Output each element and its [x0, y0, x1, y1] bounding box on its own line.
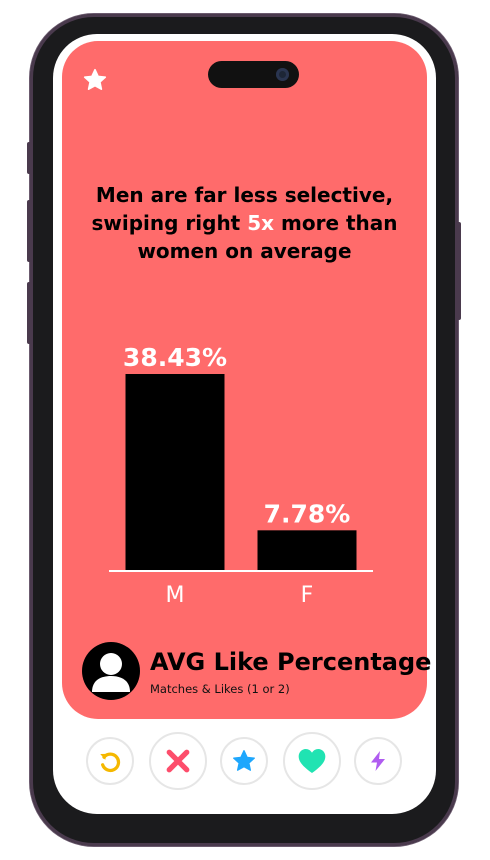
- headline-line-1: Men are far less selective,: [95, 183, 394, 207]
- phone-power-button: [456, 222, 461, 320]
- headline-line-2-pre: swiping right: [91, 211, 248, 235]
- bar-M[interactable]: [125, 374, 225, 570]
- category-label-F: F: [301, 583, 314, 608]
- headline-line-2-post: more than: [274, 211, 398, 235]
- dynamic-island: [208, 61, 299, 88]
- data-label-M: 38.43%: [123, 343, 227, 372]
- headline-highlight: 5x: [247, 211, 275, 235]
- rewind-icon: [100, 752, 121, 772]
- like-button[interactable]: [283, 732, 341, 790]
- phone-volume-down-button: [27, 282, 32, 344]
- phone-volume-up-button: [27, 200, 32, 262]
- phone-screen: Men are far less selective, swiping righ…: [53, 34, 436, 814]
- like-percentage-bar-chart: 38.43% M 7.78% F: [109, 343, 373, 608]
- phone-action-button: [27, 142, 32, 174]
- nope-x-icon: [166, 749, 190, 773]
- action-bar: [53, 731, 436, 791]
- bar-F[interactable]: [257, 530, 357, 570]
- boost-button[interactable]: [354, 737, 402, 785]
- rewind-button[interactable]: [86, 737, 134, 785]
- insight-headline: Men are far less selective, swiping righ…: [82, 181, 407, 265]
- super-like-button[interactable]: [220, 737, 268, 785]
- headline-line-2: swiping right 5x more than: [82, 209, 407, 237]
- super-like-star-icon: [233, 750, 255, 771]
- user-silhouette-icon: [92, 653, 130, 692]
- metric-title: AVG Like Percentage: [150, 648, 432, 676]
- avatar[interactable]: [82, 642, 140, 700]
- boost-bolt-icon: [371, 751, 385, 771]
- metric-subtitle: Matches & Likes (1 or 2): [150, 682, 290, 696]
- like-heart-icon: [298, 749, 326, 773]
- headline-line-3: women on average: [137, 239, 352, 263]
- category-label-M: M: [166, 583, 185, 608]
- card-footer: AVG Like Percentage Matches & Likes (1 o…: [82, 642, 431, 702]
- front-camera: [276, 68, 289, 81]
- nope-button[interactable]: [149, 732, 207, 790]
- profile-card: Men are far less selective, swiping righ…: [62, 41, 431, 719]
- favorite-star-icon[interactable]: [82, 67, 108, 93]
- data-label-F: 7.78%: [264, 499, 351, 528]
